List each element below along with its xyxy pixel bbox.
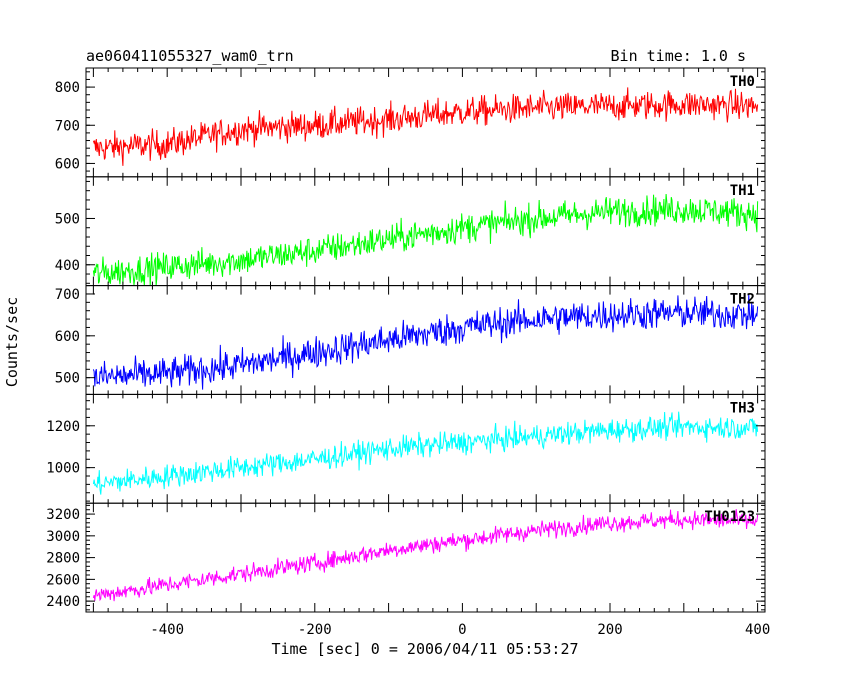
y-tick-label: 2400 [46, 594, 80, 610]
panel-label: TH0123 [704, 509, 755, 525]
y-tick-label: 3000 [46, 529, 80, 545]
x-axis-label: Time [sec] 0 = 2006/04/11 05:53:27 [271, 640, 578, 658]
y-tick-label: 600 [55, 329, 80, 345]
y-tick-label: 500 [55, 371, 80, 387]
chart-subtitle: Bin time: 1.0 s [611, 47, 746, 65]
y-tick-label: 700 [55, 287, 80, 303]
panel-th1: 400 500 TH1 [55, 176, 766, 287]
y-tick-label: 800 [55, 80, 80, 96]
y-tick-label: 600 [55, 156, 80, 172]
panel-label: TH1 [730, 183, 755, 199]
series-line-th2 [92, 293, 759, 390]
chart-title: ae060411055327_wam0_trn [86, 47, 294, 65]
y-tick-label: 1000 [46, 461, 80, 477]
x-tick-label: 200 [597, 622, 622, 638]
panel-th2: 500 600 700 TH2 [55, 285, 766, 395]
x-axis: -400 -200 0 200 400 [150, 622, 770, 638]
panel-label: TH3 [730, 400, 755, 416]
x-tick-label: -200 [298, 622, 332, 638]
series-line-th0 [92, 87, 759, 166]
y-axis-label: Counts/sec [3, 297, 21, 387]
panel-th0123: 2400 2600 2800 3000 3200 TH0123 [46, 502, 766, 613]
series-line-th3 [92, 411, 759, 495]
x-tick-label: 400 [745, 622, 770, 638]
panel-th0: 600 700 800 TH0 [55, 67, 766, 178]
panel-label: TH0 [730, 74, 755, 90]
y-tick-label: 500 [55, 211, 80, 227]
panel-frame [85, 67, 766, 178]
panel-th3: 1000 1200 TH3 [46, 393, 766, 504]
y-tick-label: 1200 [46, 419, 80, 435]
y-tick-label: 400 [55, 258, 80, 274]
y-tick-label: 2600 [46, 572, 80, 588]
series-line-th1 [92, 193, 759, 286]
panels-group: 600 700 800 TH0 400 500 TH1 500 600 700 TH2 1000 120… [46, 67, 766, 613]
y-tick-label: 2800 [46, 551, 80, 567]
panel-label: TH2 [730, 292, 755, 308]
y-tick-label: 700 [55, 118, 80, 134]
x-tick-label: -400 [150, 622, 184, 638]
y-tick-label: 3200 [46, 507, 80, 523]
panel-frame [85, 393, 766, 504]
series-line-th0123 [92, 509, 759, 602]
x-tick-label: 0 [458, 622, 466, 638]
